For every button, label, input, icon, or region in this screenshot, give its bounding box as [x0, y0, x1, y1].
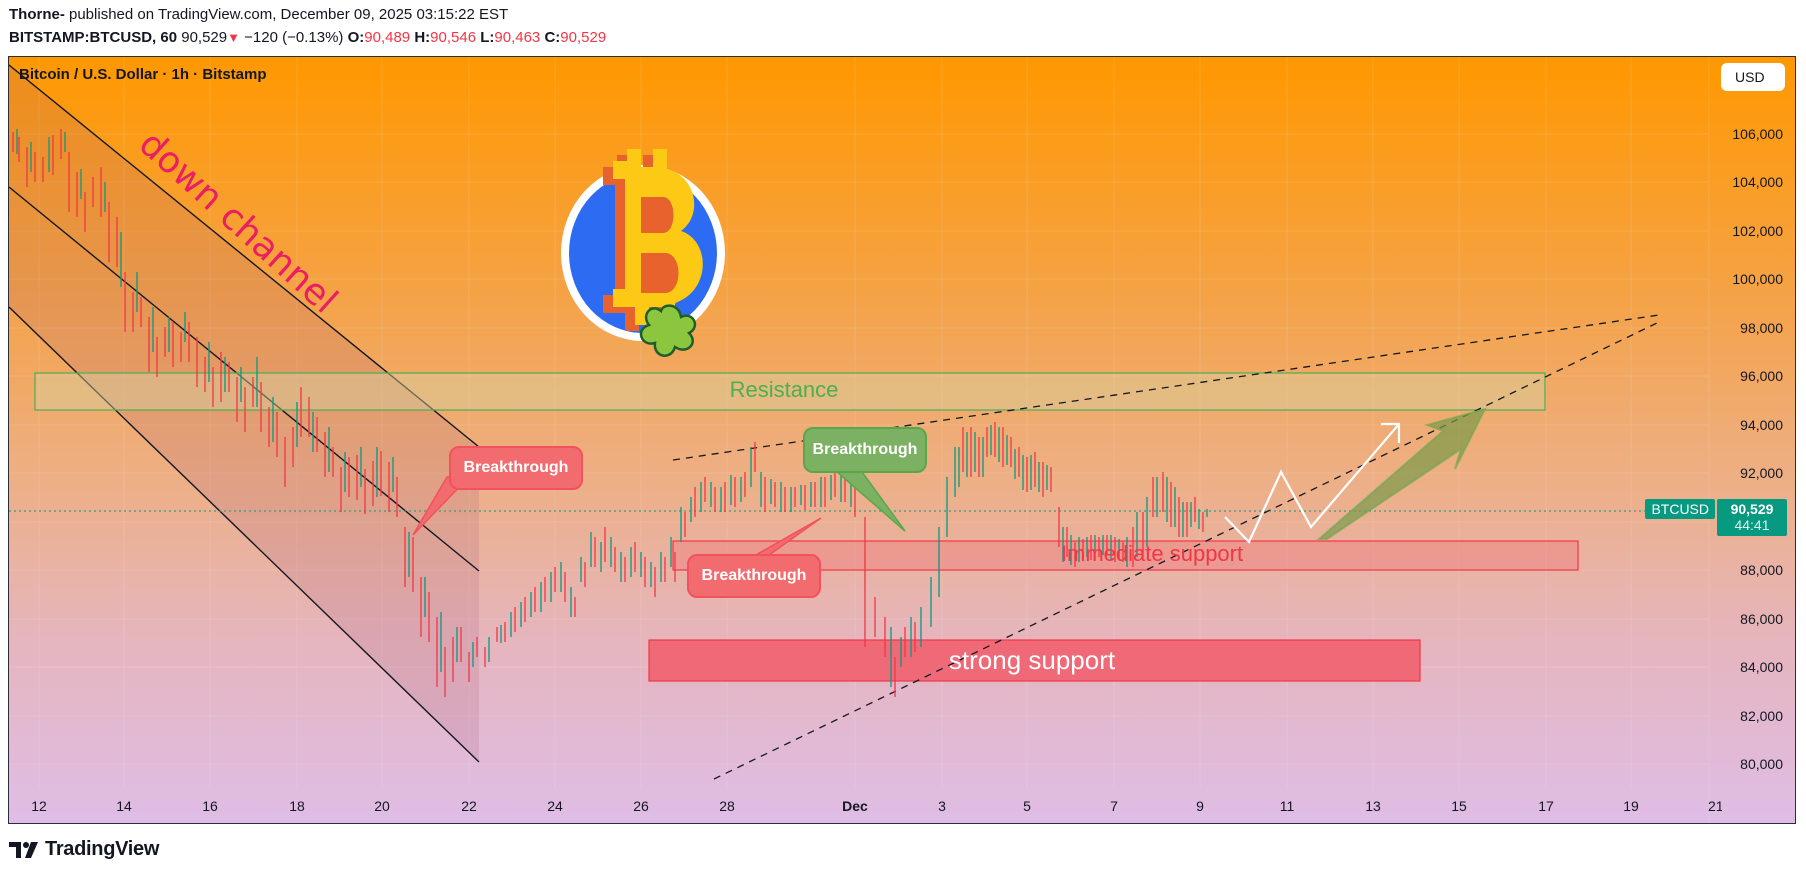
- down-channel-lines: [9, 64, 480, 763]
- last-price-value: 90,529: [1730, 501, 1774, 517]
- x-tick: 26: [633, 798, 649, 814]
- trend-lines: [672, 314, 1660, 780]
- y-tick: 88,000: [1740, 562, 1783, 578]
- immediate-support-label: Immediate support: [1060, 541, 1244, 566]
- tradingview-logo-icon: [9, 841, 38, 858]
- x-tick: 5: [1023, 798, 1031, 814]
- x-tick: 28: [719, 798, 735, 814]
- breakthrough-callout-1[interactable]: Breakthrough: [449, 446, 583, 490]
- close-value: 90,529: [560, 29, 607, 46]
- high-value: 90,546: [430, 29, 477, 46]
- y-tick: 106,000: [1732, 126, 1783, 142]
- symbol-interval: BITSTAMP:BTCUSD, 60: [9, 29, 178, 46]
- bitcoin-logo: [561, 149, 725, 357]
- x-tick: 14: [116, 798, 132, 814]
- low-label: L:: [480, 29, 495, 46]
- y-tick: 86,000: [1740, 611, 1783, 627]
- close-label: C:: [544, 29, 561, 46]
- open-label: O:: [347, 29, 365, 46]
- x-tick: 24: [547, 798, 563, 814]
- bar-countdown: 44:41: [1734, 517, 1770, 533]
- x-tick: 19: [1623, 798, 1639, 814]
- resistance-zone: [34, 372, 1546, 411]
- immediate-support-zone: [672, 540, 1579, 571]
- projection-arrowhead: [1381, 422, 1401, 443]
- y-tick: 94,000: [1740, 417, 1783, 433]
- chart-pane[interactable]: down channel Bitcoin / U.S. Dollar · 1h …: [8, 56, 1796, 824]
- published-text: published on TradingView.com, December 0…: [69, 6, 509, 23]
- x-tick: 21: [1708, 798, 1722, 814]
- resistance-label: Resistance: [729, 377, 839, 402]
- x-tick: 18: [289, 798, 305, 814]
- projection-path: [1224, 423, 1400, 544]
- high-label: H:: [414, 29, 431, 46]
- x-tick: 3: [938, 798, 946, 814]
- y-tick: 84,000: [1740, 659, 1783, 675]
- down-channel-fill: [9, 65, 479, 762]
- y-tick: 102,000: [1732, 223, 1783, 239]
- last-price-badge: 90,529 44:41: [1717, 499, 1787, 536]
- breakthrough-callout-2[interactable]: Breakthrough: [687, 554, 821, 598]
- x-tick: 15: [1451, 798, 1467, 814]
- x-tick: 7: [1110, 798, 1118, 814]
- open-value: 90,489: [364, 29, 411, 46]
- chart-canvas[interactable]: down channel: [9, 57, 1796, 824]
- strong-support-label: strong support: [948, 645, 1116, 675]
- last-price: 90,529: [181, 29, 228, 46]
- chart-title: Bitcoin / U.S. Dollar · 1h · Bitstamp: [19, 66, 267, 83]
- x-tick: 20: [374, 798, 390, 814]
- x-tick: 22: [461, 798, 477, 814]
- publish-info: Thorne- published on TradingView.com, De…: [9, 6, 508, 23]
- tradingview-brand-text: TradingView: [45, 838, 160, 860]
- tradingview-logo[interactable]: TradingView: [9, 838, 159, 861]
- target-arrow: [1316, 407, 1487, 540]
- x-tick: 13: [1365, 798, 1381, 814]
- x-tick: 16: [202, 798, 218, 814]
- strong-support-zone: [648, 639, 1421, 682]
- breakthrough-callout-3[interactable]: Breakthrough: [803, 427, 927, 473]
- y-tick: 92,000: [1740, 465, 1783, 481]
- author-name: Thorne-: [9, 6, 65, 23]
- price-bars: [12, 129, 1208, 697]
- y-tick: 98,000: [1740, 320, 1783, 336]
- x-tick: Dec: [842, 798, 868, 814]
- y-tick: 80,000: [1740, 756, 1783, 772]
- symbol-ohlc-line: BITSTAMP:BTCUSD, 60 90,529▼ −120 (−0.13%…: [9, 29, 606, 46]
- y-tick: 82,000: [1740, 708, 1783, 724]
- x-tick: 11: [1279, 798, 1295, 814]
- x-tick: 17: [1538, 798, 1554, 814]
- x-tick: 9: [1196, 798, 1204, 814]
- y-tick: 104,000: [1732, 174, 1783, 190]
- y-tick: 96,000: [1740, 368, 1783, 384]
- y-tick: 100,000: [1732, 271, 1783, 287]
- low-value: 90,463: [494, 29, 541, 46]
- symbol-badge: BTCUSD: [1645, 499, 1715, 519]
- price-change: −120 (−0.13%): [244, 29, 344, 46]
- currency-button[interactable]: USD: [1721, 63, 1785, 91]
- down-triangle-icon: ▼: [227, 30, 240, 45]
- x-tick: 12: [31, 798, 47, 814]
